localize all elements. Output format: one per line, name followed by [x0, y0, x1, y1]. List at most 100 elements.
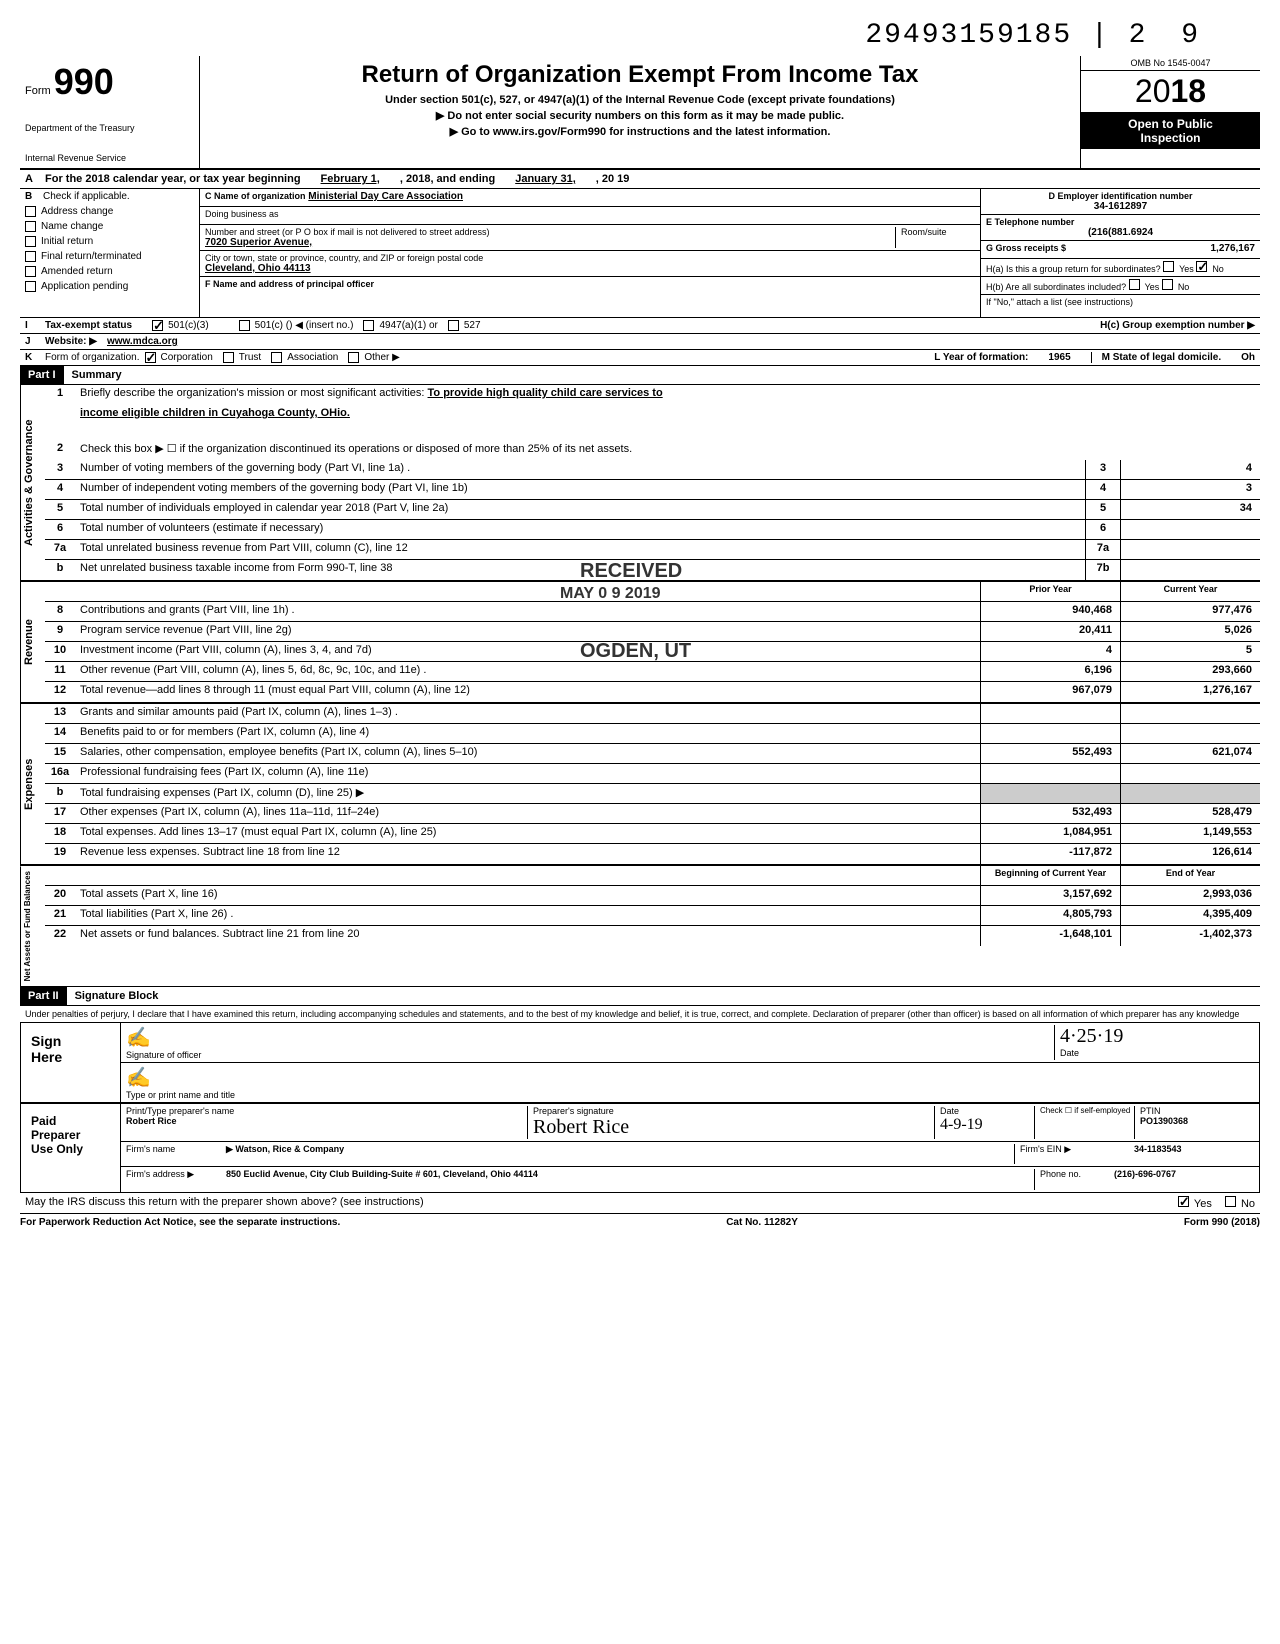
part2-title: Signature Block	[67, 987, 167, 1005]
year-formation: 1965	[1048, 352, 1070, 363]
form-number-box: Form 990 Department of the Treasury Inte…	[20, 56, 200, 168]
m-label: M State of legal domicile.	[1091, 352, 1221, 363]
line-desc: Net unrelated business taxable income fr…	[75, 560, 1085, 580]
line-7b: b Net unrelated business taxable income …	[45, 560, 1260, 580]
expense-line: 16a Professional fundraising fees (Part …	[45, 764, 1260, 784]
check-other[interactable]	[348, 352, 359, 363]
curr-val: -1,402,373	[1120, 926, 1260, 946]
checkbox-icon[interactable]	[25, 266, 36, 277]
checkbox-no[interactable]	[1162, 279, 1173, 290]
checkbox-yes[interactable]	[1163, 261, 1174, 272]
num-col: 7b	[1085, 560, 1120, 580]
checkbox-icon[interactable]	[25, 251, 36, 262]
governance-section: Activities & Governance 1 Briefly descri…	[20, 385, 1260, 582]
hb-label: H(b) Are all subordinates included?	[986, 282, 1126, 292]
dept-irs: Internal Revenue Service	[25, 153, 194, 163]
prior-val: 20,411	[980, 622, 1120, 641]
line-desc: Total number of volunteers (estimate if …	[75, 520, 1085, 539]
l-label: L Year of formation:	[934, 352, 1028, 363]
line-num: 17	[45, 804, 75, 823]
check-amended[interactable]: Amended return	[20, 264, 199, 279]
firm-phone: (216)-696-0767	[1114, 1169, 1254, 1190]
num-col: 4	[1085, 480, 1120, 499]
check-501c[interactable]	[239, 320, 250, 331]
gross-value: 1,276,167	[1211, 243, 1256, 254]
expenses-label: Expenses	[20, 704, 45, 864]
row-i: I Tax-exempt status 501(c)(3) 501(c) ( )…	[20, 318, 1260, 334]
prep-signature: Robert Rice	[533, 1116, 934, 1139]
check-trust[interactable]	[223, 352, 234, 363]
line-desc: Professional fundraising fees (Part IX, …	[75, 764, 980, 783]
checkbox-icon[interactable]	[25, 221, 36, 232]
discuss-row: May the IRS discuss this return with the…	[20, 1193, 1260, 1214]
checkbox-icon[interactable]	[25, 236, 36, 247]
phone-label: Phone no.	[1034, 1169, 1114, 1190]
check-final[interactable]: Final return/terminated	[20, 249, 199, 264]
prior-val: -117,872	[980, 844, 1120, 864]
checkbox-yes[interactable]	[1129, 279, 1140, 290]
col-b-mid: C Name of organization Ministerial Day C…	[200, 189, 980, 317]
subtitle-1: Under section 501(c), 527, or 4947(a)(1)…	[210, 94, 1070, 106]
line-num: 20	[45, 886, 75, 905]
begin-header: Beginning of Current Year	[980, 866, 1120, 885]
val-col	[1120, 520, 1260, 539]
line-num: 6	[45, 520, 75, 539]
check-name[interactable]: Name change	[20, 219, 199, 234]
part1-title: Summary	[64, 366, 130, 384]
check-527[interactable]	[448, 320, 459, 331]
check-assoc[interactable]	[271, 352, 282, 363]
line-num: 11	[45, 662, 75, 681]
name-label: Type or print name and title	[126, 1090, 1254, 1100]
prep-sig-label: Preparer's signature	[533, 1106, 934, 1116]
hc-label: H(c) Group exemption number ▶	[1100, 320, 1255, 331]
check-text: Application pending	[41, 281, 128, 292]
line-num: 18	[45, 824, 75, 843]
no-text: No	[1212, 264, 1224, 274]
revenue-line: 11 Other revenue (Part VIII, column (A),…	[45, 662, 1260, 682]
tax-year: 2018	[1081, 71, 1260, 113]
checkbox-icon[interactable]	[25, 206, 36, 217]
check-corp[interactable]	[145, 352, 156, 363]
discuss-yes[interactable]	[1178, 1196, 1189, 1207]
check-4947[interactable]	[363, 320, 374, 331]
check-initial[interactable]: Initial return	[20, 234, 199, 249]
officer-signature: ✍	[126, 1025, 1054, 1050]
discuss-no[interactable]	[1225, 1196, 1236, 1207]
prior-val	[980, 724, 1120, 743]
section-b: B Check if applicable. Address change Na…	[20, 189, 1260, 318]
title-box: Return of Organization Exempt From Incom…	[200, 56, 1080, 168]
line-desc: Salaries, other compensation, employee b…	[75, 744, 980, 763]
street-value: 7020 Superior Avenue,	[205, 237, 895, 248]
opt-501c: 501(c) (	[255, 320, 289, 331]
yes-text: Yes	[1179, 264, 1194, 274]
subtitle-2: ▶ Do not enter social security numbers o…	[210, 109, 1070, 122]
line-desc: Total unrelated business revenue from Pa…	[75, 540, 1085, 559]
form-number: 990	[54, 61, 114, 102]
curr-val: 5	[1120, 642, 1260, 661]
line-num: 10	[45, 642, 75, 661]
open-line1: Open to Public	[1085, 117, 1256, 131]
check-address[interactable]: Address change	[20, 204, 199, 219]
subtitle-3: ▶ Go to www.irs.gov/Form990 for instruct…	[210, 125, 1070, 138]
row-a-mid: , 2018, and ending	[400, 173, 495, 185]
prep-name: Robert Rice	[126, 1116, 527, 1126]
curr-val: 2,993,036	[1120, 886, 1260, 905]
website: www.mdca.org	[107, 336, 178, 347]
sig-date: 4·25·19	[1060, 1025, 1254, 1048]
check-pending[interactable]: Application pending	[20, 279, 199, 294]
line-num: 5	[45, 500, 75, 519]
firm-name-row: Firm's name ▶ Watson, Rice & Company Fir…	[121, 1142, 1259, 1167]
checkbox-no[interactable]	[1196, 261, 1207, 272]
num-col: 5	[1085, 500, 1120, 519]
checkbox-icon[interactable]	[25, 281, 36, 292]
line-num: 16a	[45, 764, 75, 783]
check-501c3[interactable]	[152, 320, 163, 331]
line-desc: Net assets or fund balances. Subtract li…	[75, 926, 980, 946]
firm-addr-row: Firm's address ▶ 850 Euclid Avenue, City…	[121, 1167, 1259, 1192]
footer: For Paperwork Reduction Act Notice, see …	[20, 1214, 1260, 1231]
check-text: Final return/terminated	[41, 251, 142, 262]
field-org-name: C Name of organization Ministerial Day C…	[200, 189, 980, 207]
field-gross: G Gross receipts $ 1,276,167	[981, 241, 1260, 259]
state-domicile: Oh	[1241, 352, 1255, 363]
signature-section: SignHere ✍ Signature of officer 4·25·19 …	[20, 1023, 1260, 1103]
